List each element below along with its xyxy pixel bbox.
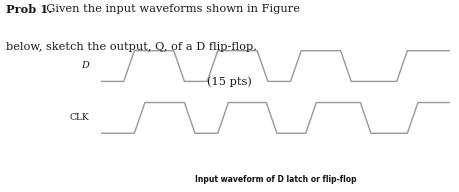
Text: D: D [81, 61, 89, 70]
Text: Given the input waveforms shown in Figure: Given the input waveforms shown in Figur… [39, 4, 300, 14]
Text: Input waveform of D latch or flip-flop: Input waveform of D latch or flip-flop [195, 175, 356, 184]
Text: below, sketch the output, Q, of a D flip-flop.: below, sketch the output, Q, of a D flip… [6, 42, 257, 52]
Text: CLK: CLK [69, 113, 89, 122]
Text: (15 pts): (15 pts) [207, 77, 252, 87]
Text: Prob 1.: Prob 1. [6, 4, 51, 15]
